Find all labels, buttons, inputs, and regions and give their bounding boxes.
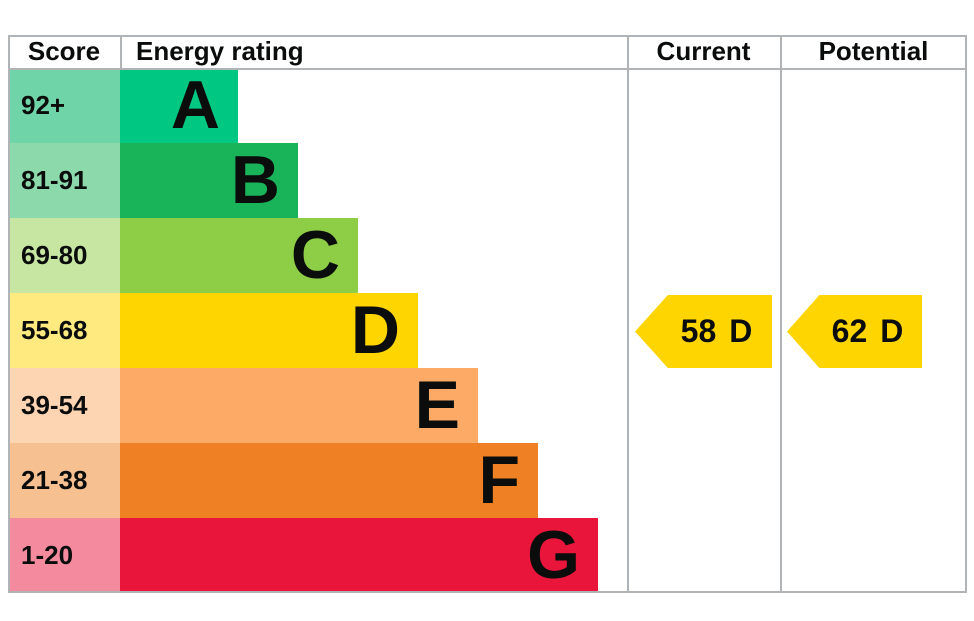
table-bottom-border: [8, 591, 967, 593]
band-row-g: 1-20 G: [8, 518, 967, 593]
table-header-row: Score Energy rating Current Potential: [8, 35, 967, 68]
divider-current-potential: [780, 35, 782, 593]
score-range-d: 55-68: [8, 293, 120, 368]
score-range-b: 81-91: [8, 143, 120, 218]
band-row-e: 39-54 E: [8, 368, 967, 443]
band-bar-a: A: [120, 68, 238, 143]
header-current: Current: [656, 36, 751, 66]
divider-score-energy: [120, 35, 122, 68]
band-row-c: 69-80 C: [8, 218, 967, 293]
score-range-c: 69-80: [8, 218, 120, 293]
header-bottom-border: [8, 68, 967, 70]
score-range-e: 39-54: [8, 368, 120, 443]
table-left-border: [8, 35, 10, 593]
band-bar-e: E: [120, 368, 478, 443]
band-row-b: 81-91 B: [8, 143, 967, 218]
band-bar-g: G: [120, 518, 598, 593]
current-rating-value: 58: [680, 313, 717, 349]
header-score: Score: [27, 36, 101, 66]
score-range-f: 21-38: [8, 443, 120, 518]
table-top-border: [8, 35, 967, 37]
header-energy-rating: Energy rating: [136, 36, 304, 66]
band-bar-b: B: [120, 143, 298, 218]
score-range-a: 92+: [8, 68, 120, 143]
band-bar-f: F: [120, 443, 538, 518]
potential-rating-value: 62: [831, 313, 868, 349]
current-rating-band: D: [729, 313, 753, 349]
band-bar-d: D: [120, 293, 418, 368]
band-row-f: 21-38 F: [8, 443, 967, 518]
divider-energy-current: [627, 35, 629, 593]
epc-rating-table: Score Energy rating Current Potential 92…: [8, 35, 967, 593]
score-range-g: 1-20: [8, 518, 120, 593]
band-row-d: 55-68 D: [8, 293, 967, 368]
band-bar-c: C: [120, 218, 358, 293]
potential-rating-band: D: [880, 313, 904, 349]
table-right-border: [965, 35, 967, 593]
band-row-a: 92+ A: [8, 68, 967, 143]
potential-rating-arrow: 62 D: [787, 295, 922, 368]
current-rating-arrow: 58 D: [635, 295, 772, 368]
header-potential: Potential: [818, 36, 929, 66]
